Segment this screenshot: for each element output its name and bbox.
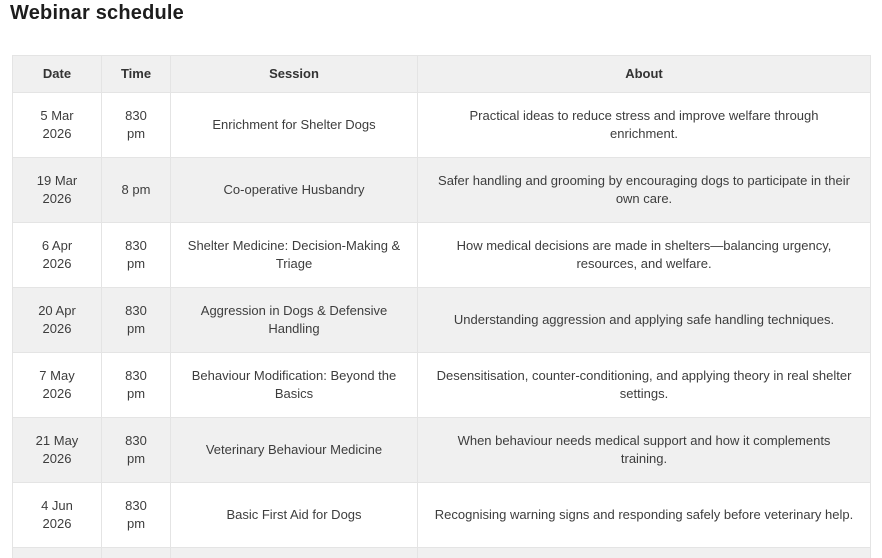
- cell-time: 830 pm: [101, 547, 171, 558]
- cell-date: 18 Jun 2026: [12, 547, 102, 558]
- table-body: 5 Mar 2026 830 pm Enrichment for Shelter D…: [12, 92, 871, 558]
- cell-about: A relaxed discussion on real-life traini…: [417, 547, 871, 558]
- cell-time: 830 pm: [101, 222, 171, 288]
- cell-date: 21 May 2026: [12, 417, 102, 483]
- table-row: 21 May 2026 830 pm Veterinary Behaviour Me…: [12, 417, 871, 483]
- cell-date: 20 Apr 2026: [12, 287, 102, 353]
- cell-about: Understanding aggression and applying sa…: [417, 287, 871, 353]
- column-header-time: Time: [101, 55, 171, 93]
- cell-time: 830 pm: [101, 417, 171, 483]
- cell-session: Behaviour Modification: Beyond the Basic…: [170, 352, 418, 418]
- cell-session: Enrichment for Shelter Dogs: [170, 92, 418, 158]
- cell-about: Practical ideas to reduce stress and imp…: [417, 92, 871, 158]
- cell-date: 4 Jun 2026: [12, 482, 102, 548]
- cell-session: Co-operative Husbandry: [170, 157, 418, 223]
- cell-time: 830 pm: [101, 482, 171, 548]
- cell-session: Aggression in Dogs & Defensive Handling: [170, 287, 418, 353]
- table-row: 4 Jun 2026 830 pm Basic First Aid for Dogs…: [12, 482, 871, 548]
- cell-date: 19 Mar 2026: [12, 157, 102, 223]
- cell-session: Basic First Aid for Dogs: [170, 482, 418, 548]
- table-row: 7 May 2026 830 pm Behaviour Modification: …: [12, 352, 871, 418]
- table-row: 20 Apr 2026 830 pm Aggression in Dogs & De…: [12, 287, 871, 353]
- table-row: 6 Apr 2026 830 pm Shelter Medicine: Decisi…: [12, 222, 871, 288]
- cell-session: Veterinary Behaviour Medicine: [170, 417, 418, 483]
- page-title: Webinar schedule: [10, 2, 184, 24]
- cell-about: How medical decisions are made in shelte…: [417, 222, 871, 288]
- header-row: Date Time Session About: [12, 55, 871, 93]
- column-header-session: Session: [170, 55, 418, 93]
- cell-session: Shelter Medicine: Decision-Making & Tria…: [170, 222, 418, 288]
- cell-time: 830 pm: [101, 287, 171, 353]
- cell-about: Safer handling and grooming by encouragi…: [417, 157, 871, 223]
- cell-date: 5 Mar 2026: [12, 92, 102, 158]
- cell-time: 830 pm: [101, 352, 171, 418]
- column-header-about: About: [417, 55, 871, 93]
- cell-about: Recognising warning signs and responding…: [417, 482, 871, 548]
- cell-about: Desensitisation, counter-conditioning, a…: [417, 352, 871, 418]
- cell-date: 6 Apr 2026: [12, 222, 102, 288]
- cell-date: 7 May 2026: [12, 352, 102, 418]
- cell-about: When behaviour needs medical support and…: [417, 417, 871, 483]
- table-row: 19 Mar 2026 8 pm Co-operative Husbandry Saf…: [12, 157, 871, 223]
- webinar-schedule-table: Date Time Session About 5 Mar 2026 830 pm…: [12, 55, 871, 558]
- table-row: 5 Mar 2026 830 pm Enrichment for Shelter D…: [12, 92, 871, 158]
- cell-time: 8 pm: [101, 157, 171, 223]
- cell-session: Dog Training: Open Q&A: [170, 547, 418, 558]
- column-header-date: Date: [12, 55, 102, 93]
- cell-time: 830 pm: [101, 92, 171, 158]
